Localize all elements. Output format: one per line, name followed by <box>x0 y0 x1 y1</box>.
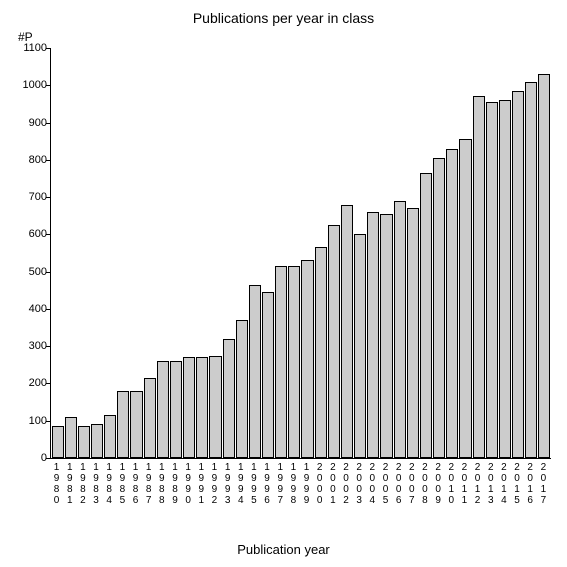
y-tick-label: 500 <box>7 266 47 278</box>
x-tick-label: 1996 <box>261 462 274 506</box>
x-tick-label: 2004 <box>366 462 379 506</box>
bar <box>407 208 419 458</box>
x-tick-label: 1988 <box>155 462 168 506</box>
x-tick-label: 1999 <box>300 462 313 506</box>
bar <box>486 102 498 458</box>
bar <box>499 100 511 458</box>
x-tick-label: 2001 <box>326 462 339 506</box>
x-tick-label: 1990 <box>182 462 195 506</box>
bar <box>183 357 195 458</box>
bar <box>157 361 169 458</box>
bar <box>52 426 64 458</box>
bar <box>473 96 485 458</box>
y-tick-label: 900 <box>7 117 47 129</box>
bar <box>459 139 471 458</box>
chart-title: Publications per year in class <box>0 10 567 26</box>
y-tick-label: 400 <box>7 303 47 315</box>
chart-container: Publications per year in class #P 010020… <box>0 0 567 567</box>
x-tick-label: 2014 <box>497 462 510 506</box>
bar <box>354 234 366 458</box>
x-tick-label: 1992 <box>208 462 221 506</box>
bar <box>91 424 103 458</box>
y-tick-label: 0 <box>7 452 47 464</box>
y-tick-label: 600 <box>7 228 47 240</box>
bar <box>433 158 445 458</box>
x-tick-label: 2010 <box>445 462 458 506</box>
bar <box>420 173 432 458</box>
y-tick-label: 700 <box>7 191 47 203</box>
bar <box>249 285 261 458</box>
bar <box>209 356 221 459</box>
y-tick-label: 100 <box>7 415 47 427</box>
x-tick-label: 1989 <box>168 462 181 506</box>
x-axis-title: Publication year <box>0 542 567 557</box>
bar <box>275 266 287 458</box>
bar <box>301 260 313 458</box>
bar <box>117 391 129 458</box>
x-tick-label: 1993 <box>221 462 234 506</box>
bar <box>367 212 379 458</box>
bar <box>65 417 77 458</box>
bar <box>394 201 406 458</box>
x-tick-label: 1995 <box>247 462 260 506</box>
bar <box>104 415 116 458</box>
x-tick-label: 1994 <box>234 462 247 506</box>
x-tick-label: 2016 <box>524 462 537 506</box>
y-tick-label: 1100 <box>7 42 47 54</box>
x-tick-label: 1986 <box>129 462 142 506</box>
x-tick-label: 1987 <box>142 462 155 506</box>
x-tick-label: 2009 <box>432 462 445 506</box>
bar <box>78 426 90 458</box>
y-tick-label: 200 <box>7 377 47 389</box>
x-tick-label: 2002 <box>339 462 352 506</box>
x-tick-label: 2005 <box>379 462 392 506</box>
bar <box>328 225 340 458</box>
bar <box>170 361 182 458</box>
x-tick-label: 1997 <box>274 462 287 506</box>
bar <box>512 91 524 458</box>
x-tick-label: 1982 <box>76 462 89 506</box>
x-tick-label: 2013 <box>484 462 497 506</box>
bar <box>525 82 537 458</box>
bar <box>196 357 208 458</box>
x-tick-label: 1980 <box>50 462 63 506</box>
bar <box>341 205 353 458</box>
x-tick-label: 2006 <box>392 462 405 506</box>
x-tick-label: 1981 <box>63 462 76 506</box>
y-tick-label: 800 <box>7 154 47 166</box>
x-tick-label: 1998 <box>287 462 300 506</box>
bar <box>144 378 156 458</box>
bar <box>380 214 392 458</box>
x-tick-label: 2003 <box>353 462 366 506</box>
x-tick-label: 2008 <box>418 462 431 506</box>
bar <box>130 391 142 458</box>
x-tick-label: 2017 <box>537 462 550 506</box>
bar <box>315 247 327 458</box>
bar <box>223 339 235 458</box>
bar <box>262 292 274 458</box>
bar <box>288 266 300 458</box>
x-tick-label: 1985 <box>116 462 129 506</box>
y-tick-label: 300 <box>7 340 47 352</box>
x-tick-label: 2012 <box>471 462 484 506</box>
x-tick-label: 2007 <box>405 462 418 506</box>
bars-group <box>51 48 551 458</box>
x-tick-label: 1984 <box>103 462 116 506</box>
bar <box>236 320 248 458</box>
x-tick-label: 2015 <box>510 462 523 506</box>
x-labels: 1980198119821983198419851986198719881989… <box>50 462 550 506</box>
bar <box>538 74 550 458</box>
x-tick-label: 2011 <box>458 462 471 506</box>
x-tick-label: 1991 <box>195 462 208 506</box>
bar <box>446 149 458 458</box>
plot-area <box>50 48 551 459</box>
x-tick-label: 1983 <box>89 462 102 506</box>
x-tick-label: 2000 <box>313 462 326 506</box>
y-tick-label: 1000 <box>7 79 47 91</box>
